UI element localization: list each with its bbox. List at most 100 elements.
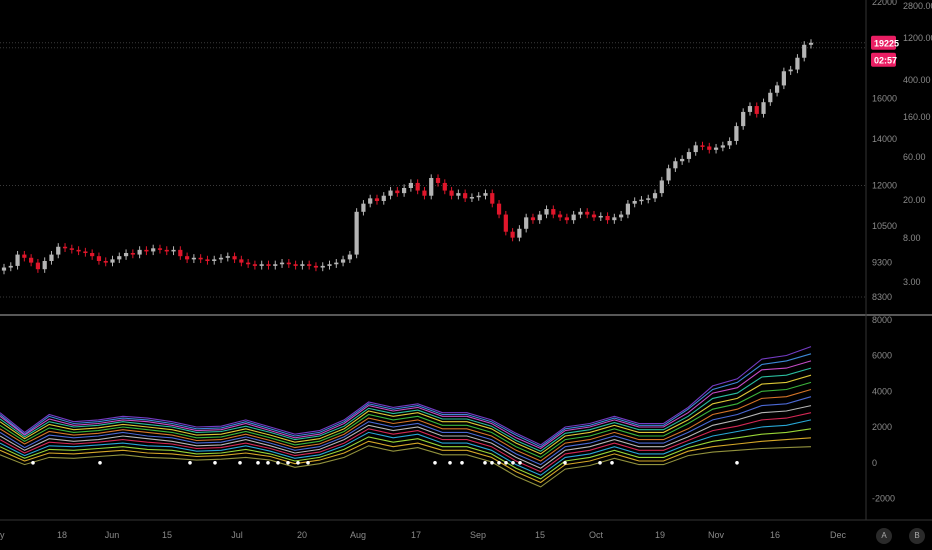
oscillator-line bbox=[0, 374, 812, 455]
candle-body bbox=[680, 158, 685, 162]
secondary-tick-label: 8.00 bbox=[903, 233, 921, 243]
signal-marker bbox=[735, 460, 739, 465]
secondary-tick-label: 2800.00 bbox=[903, 1, 932, 11]
candle-body bbox=[293, 264, 298, 266]
candle-body bbox=[659, 180, 664, 194]
oscillator-pane[interactable] bbox=[0, 346, 812, 488]
log-scale-button[interactable]: B bbox=[909, 528, 925, 544]
oscillator-line bbox=[0, 388, 812, 462]
candle-body bbox=[605, 215, 610, 221]
signal-marker bbox=[266, 460, 270, 465]
candle-body bbox=[29, 257, 34, 263]
candle-body bbox=[707, 146, 712, 150]
candle-body bbox=[585, 211, 590, 215]
oscillator-line bbox=[0, 445, 812, 488]
signal-marker bbox=[286, 460, 290, 465]
candle-body bbox=[130, 253, 135, 255]
candle-body bbox=[564, 217, 569, 221]
x-tick-label: 15 bbox=[535, 530, 545, 540]
candle-body bbox=[340, 259, 346, 263]
candle-body bbox=[429, 177, 434, 196]
candle-body bbox=[354, 211, 359, 255]
secondary-tick-label: 160.00 bbox=[903, 112, 931, 122]
x-tick-label: Nov bbox=[708, 530, 725, 540]
price-tick-label: 10500 bbox=[872, 221, 897, 231]
candle-body bbox=[652, 193, 658, 199]
candle-body bbox=[524, 217, 529, 229]
auto-scale-button[interactable]: A bbox=[876, 528, 892, 544]
oscillator-line bbox=[0, 396, 812, 466]
candle-body bbox=[795, 57, 800, 70]
candle-body bbox=[225, 256, 230, 258]
x-tick-label: 18 bbox=[57, 530, 67, 540]
candle-body bbox=[90, 253, 95, 257]
oscillator-line bbox=[0, 346, 812, 446]
candle-body bbox=[279, 262, 285, 265]
candle-body bbox=[530, 217, 536, 221]
candle-body bbox=[137, 249, 142, 255]
candle-body bbox=[320, 265, 325, 268]
osc-tick-label: 4000 bbox=[872, 386, 892, 396]
secondary-tick-label: 60.00 bbox=[903, 152, 926, 162]
candle-body bbox=[632, 200, 637, 204]
candle-body bbox=[157, 248, 163, 250]
candle-body bbox=[259, 264, 264, 266]
candle-body bbox=[307, 264, 312, 266]
price-tick-label: 9300 bbox=[872, 258, 892, 268]
candle-body bbox=[571, 214, 576, 221]
signal-marker bbox=[98, 460, 102, 465]
x-tick-label: Aug bbox=[350, 530, 366, 540]
candle-body bbox=[22, 254, 27, 258]
signal-marker bbox=[31, 460, 35, 465]
candle-body bbox=[212, 259, 217, 261]
candle-body bbox=[42, 260, 47, 270]
candle-body bbox=[612, 217, 617, 221]
signal-marker bbox=[188, 460, 192, 465]
candle-body bbox=[503, 214, 508, 232]
candle-body bbox=[713, 147, 719, 150]
signal-marker bbox=[448, 460, 452, 465]
x-tick-label: Sep bbox=[470, 530, 486, 540]
candle-body bbox=[619, 214, 624, 218]
candle-body bbox=[490, 193, 495, 204]
osc-tick-label: -2000 bbox=[872, 494, 895, 504]
candle-body bbox=[537, 214, 542, 221]
candle-body bbox=[300, 264, 305, 266]
candle-body bbox=[781, 71, 786, 86]
candle-body bbox=[646, 198, 651, 200]
signal-marker bbox=[563, 460, 567, 465]
candle-body bbox=[69, 248, 74, 250]
oscillator-line bbox=[0, 412, 812, 473]
candle-body bbox=[551, 209, 556, 215]
candle-body bbox=[788, 69, 793, 72]
x-tick-label: Oct bbox=[589, 530, 604, 540]
oscillator-line bbox=[0, 419, 812, 476]
candle-body bbox=[768, 92, 773, 103]
oscillator-line bbox=[0, 360, 812, 450]
candle-body bbox=[246, 262, 251, 265]
candle-body bbox=[544, 209, 549, 215]
x-tick-label: 20 bbox=[297, 530, 307, 540]
candle-body bbox=[198, 257, 203, 260]
osc-tick-label: 6000 bbox=[872, 351, 892, 361]
candle-body bbox=[625, 203, 631, 215]
candle-body bbox=[1, 267, 7, 271]
candle-body bbox=[456, 193, 461, 196]
candle-body bbox=[463, 193, 468, 199]
osc-tick-label: 8000 bbox=[872, 315, 892, 325]
candle-body bbox=[754, 106, 759, 114]
candle-body bbox=[252, 264, 258, 266]
candle-body bbox=[700, 145, 705, 147]
signal-marker bbox=[490, 460, 494, 465]
price-badges: 19225 02:57 bbox=[871, 35, 899, 67]
signal-marker bbox=[213, 460, 217, 465]
candle-body bbox=[415, 182, 420, 191]
candle-body bbox=[8, 265, 13, 268]
price-pane[interactable] bbox=[0, 39, 866, 298]
candle-body bbox=[686, 152, 692, 159]
candle-body bbox=[510, 231, 515, 238]
signal-marker bbox=[296, 460, 300, 465]
signal-marker bbox=[598, 460, 602, 465]
